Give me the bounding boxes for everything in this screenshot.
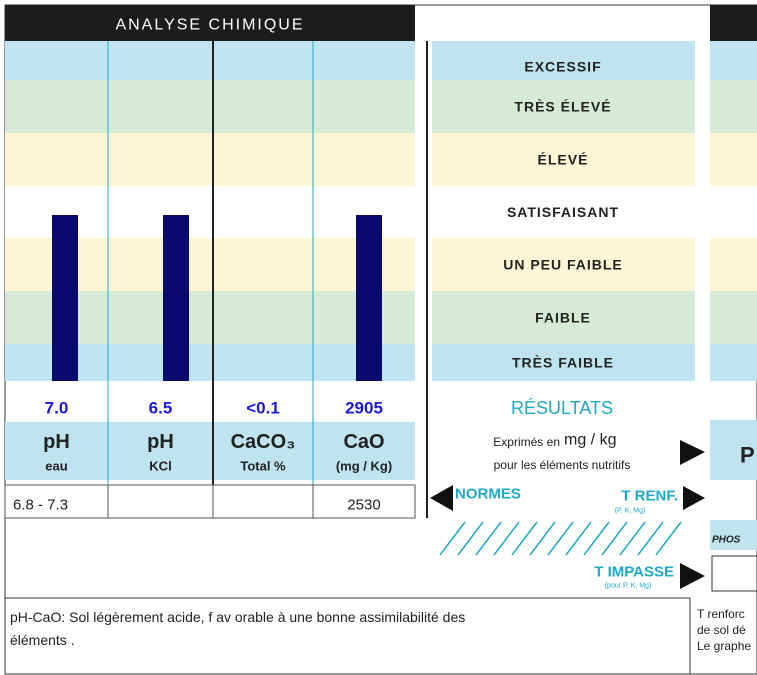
columns: 7.0 pH eau 6.8 - 7.3 6.5 pH KCl <0.1 CaCO₃ Total …: [4, 399, 416, 519]
norm-cell: [4, 484, 109, 519]
side-note: Le graphe: [697, 639, 751, 653]
t-impasse-label: T IMPASSE: [594, 564, 674, 581]
level-label: ÉLEVÉ: [538, 152, 589, 168]
band: [5, 133, 415, 186]
level-label: UN PEU FAIBLE: [503, 257, 623, 273]
param-name: pH: [147, 431, 174, 453]
header-bar: [5, 5, 415, 41]
bar: [52, 215, 78, 381]
param-sub: KCl: [149, 459, 171, 474]
result-value: 6.5: [149, 399, 173, 418]
side-header: [710, 5, 757, 41]
arrow: [680, 440, 705, 465]
band: [432, 41, 695, 80]
arrow: [430, 485, 453, 511]
band: [432, 80, 695, 133]
side-phos: PHOS: [712, 535, 741, 546]
band: [710, 80, 757, 133]
band: [710, 238, 757, 291]
band: [710, 41, 757, 80]
level-label: TRÈS ÉLEVÉ: [514, 99, 611, 115]
band: [432, 291, 695, 344]
param-sub: eau: [45, 459, 67, 474]
level-label: EXCESSIF: [524, 59, 601, 75]
param-sub: (mg / Kg): [336, 459, 392, 474]
bar: [163, 215, 189, 381]
hatching: [439, 521, 682, 556]
band: [710, 291, 757, 344]
param-name: CaCO₃: [231, 431, 296, 453]
band: [432, 186, 695, 238]
arrow: [680, 563, 705, 589]
norm-cell: [312, 484, 416, 519]
norm-value: 2530: [347, 497, 380, 514]
level-label: TRÈS FAIBLE: [512, 355, 614, 371]
results-text: mg / kg: [564, 432, 616, 449]
result-value: <0.1: [246, 399, 280, 418]
t-renf-label: T RENF.: [621, 488, 678, 505]
band: [432, 238, 695, 291]
norm-cell: [212, 484, 314, 519]
band: [710, 186, 757, 238]
side-note: T renforc: [697, 607, 745, 621]
result-value: 7.0: [45, 399, 69, 418]
param-sub: Total %: [240, 459, 286, 474]
band: [432, 133, 695, 186]
footer-text: éléments .: [10, 632, 75, 648]
band: [5, 80, 415, 133]
bar: [356, 215, 382, 381]
arrow: [683, 486, 705, 510]
norm-value: 6.8 - 7.3: [13, 497, 68, 514]
header-title: ANALYSE CHIMIQUE: [115, 17, 304, 34]
band: [710, 344, 757, 381]
results-text: pour les éléments nutritifs: [494, 458, 631, 472]
param-name: pH: [43, 431, 70, 453]
level-label: FAIBLE: [535, 310, 591, 326]
side-cell: [711, 555, 757, 592]
t-impasse-sub: (pour P, K, Mg): [605, 583, 652, 590]
side-band: [710, 520, 757, 550]
results-title: RÉSULTATS: [511, 398, 613, 418]
side-box: [710, 420, 757, 480]
side-box-label: P: [740, 443, 755, 468]
result-value: 2905: [345, 399, 383, 418]
label-row: [5, 422, 415, 480]
norm-cell: [107, 484, 214, 519]
param-name: CaO: [343, 431, 384, 453]
normes-label: NORMES: [455, 486, 521, 503]
level-label: SATISFAISANT: [507, 204, 619, 220]
band: [5, 41, 415, 80]
band: [432, 344, 695, 381]
footer-text: pH-CaO: Sol légèrement acide, f av orabl…: [10, 609, 465, 625]
results-text: Exprimés en: [493, 435, 560, 449]
band: [710, 133, 757, 186]
t-renf-sub: (P, K, Mg): [615, 508, 646, 515]
side-note: de sol dé: [697, 623, 746, 637]
